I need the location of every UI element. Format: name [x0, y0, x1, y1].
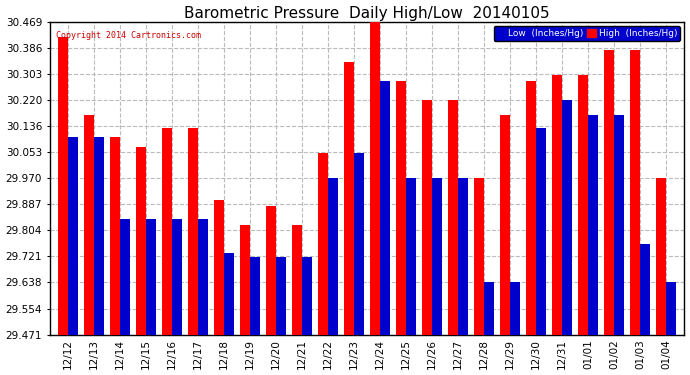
Bar [344, 62, 354, 334]
Bar [84, 116, 94, 334]
Bar [614, 116, 624, 334]
Bar [562, 100, 572, 334]
Bar [266, 206, 276, 334]
Bar [448, 100, 458, 334]
Bar [292, 225, 302, 334]
Bar [302, 256, 312, 334]
Bar [188, 128, 198, 334]
Bar [667, 282, 676, 334]
Bar [162, 128, 172, 334]
Bar [432, 178, 442, 334]
Bar [136, 147, 146, 334]
Bar [110, 137, 120, 334]
Legend: Low  (Inches/Hg), High  (Inches/Hg): Low (Inches/Hg), High (Inches/Hg) [493, 26, 680, 40]
Bar [526, 81, 536, 334]
Bar [240, 225, 250, 334]
Bar [68, 137, 78, 334]
Bar [588, 116, 598, 334]
Bar [371, 21, 380, 334]
Bar [552, 75, 562, 334]
Bar [458, 178, 468, 334]
Bar [120, 219, 130, 334]
Bar [198, 219, 208, 334]
Bar [604, 50, 614, 334]
Text: Copyright 2014 Cartronics.com: Copyright 2014 Cartronics.com [56, 31, 201, 40]
Bar [484, 282, 494, 334]
Bar [146, 219, 156, 334]
Bar [380, 81, 390, 334]
Bar [276, 256, 286, 334]
Bar [224, 254, 234, 334]
Bar [656, 178, 667, 334]
Bar [58, 37, 68, 334]
Bar [94, 137, 104, 334]
Bar [578, 75, 588, 334]
Title: Barometric Pressure  Daily High/Low  20140105: Barometric Pressure Daily High/Low 20140… [184, 6, 550, 21]
Bar [500, 116, 510, 334]
Bar [396, 81, 406, 334]
Bar [536, 128, 546, 334]
Bar [318, 153, 328, 334]
Bar [422, 100, 432, 334]
Bar [510, 282, 520, 334]
Bar [640, 244, 650, 334]
Bar [214, 200, 224, 334]
Bar [328, 178, 338, 334]
Bar [631, 50, 640, 334]
Bar [172, 219, 182, 334]
Bar [250, 256, 260, 334]
Bar [354, 153, 364, 334]
Bar [474, 178, 484, 334]
Bar [406, 178, 416, 334]
